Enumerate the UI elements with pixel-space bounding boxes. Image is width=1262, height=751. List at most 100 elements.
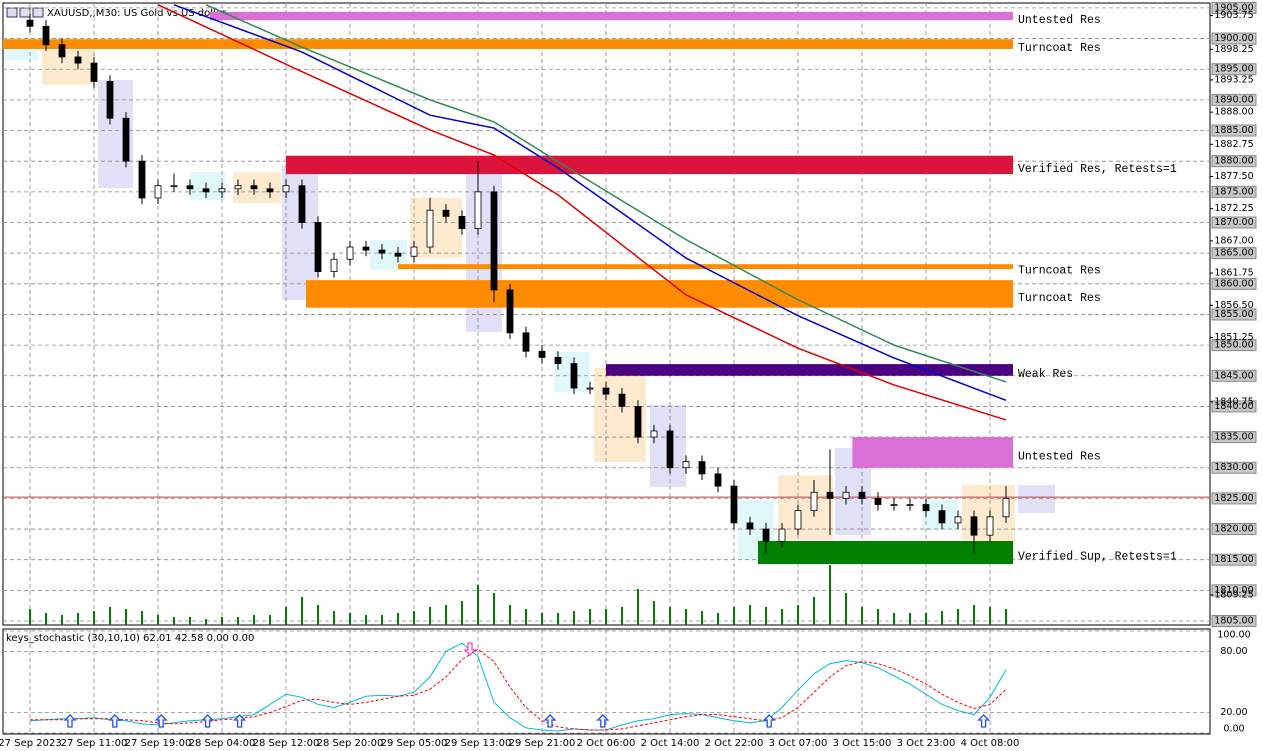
price-label-box xyxy=(1211,277,1257,290)
price-label-box xyxy=(1211,185,1257,198)
volume-bar xyxy=(941,611,943,625)
candle-body xyxy=(730,485,738,524)
volume-bar xyxy=(141,611,143,625)
candle-body xyxy=(170,185,178,188)
candle-body xyxy=(458,215,466,230)
volume-bar xyxy=(589,609,591,625)
volume-bar xyxy=(109,607,111,625)
price-label-box xyxy=(1211,124,1257,137)
y-tick-label: 1820.00 xyxy=(1214,524,1253,535)
candle-body xyxy=(842,491,850,499)
y-tick-label: 1815.00 xyxy=(1214,554,1253,565)
volume-bar xyxy=(797,605,799,625)
y-tick-label: 1888.00 xyxy=(1214,107,1253,118)
volume-bar xyxy=(29,609,31,625)
y-tick-label: 1856.50 xyxy=(1214,300,1253,311)
volume-bar xyxy=(541,613,543,625)
candle-body xyxy=(106,81,114,119)
y-tick-label: 1905.00 xyxy=(1214,2,1253,13)
osc-tick-label: 20.00 xyxy=(1220,707,1247,718)
x-tick-label: 27 Sep 11:00 xyxy=(61,738,128,749)
moving-average xyxy=(205,4,1007,383)
y-tick-label: 1835.00 xyxy=(1214,432,1253,443)
price-label-box xyxy=(1211,216,1257,229)
candle-body xyxy=(474,191,482,230)
osc-tick-label: 100.00 xyxy=(1217,630,1250,641)
zone xyxy=(306,280,1013,308)
candle-body xyxy=(346,246,354,260)
oscillator-line xyxy=(29,642,1007,732)
volume-bar xyxy=(909,613,911,625)
volume-bar xyxy=(845,593,847,625)
volume-bar xyxy=(237,617,239,625)
candle-body xyxy=(122,117,130,162)
volume-bar xyxy=(45,613,47,625)
candle-body xyxy=(858,491,866,499)
buy-arrow xyxy=(977,714,991,728)
buy-arrow xyxy=(543,714,557,728)
volume-bar xyxy=(557,613,559,625)
zone-label: Verified Sup, Retests=1 xyxy=(1018,551,1177,564)
candle-body xyxy=(314,222,322,272)
candle-body xyxy=(602,387,610,395)
candle-body xyxy=(250,185,258,190)
price-label-box xyxy=(1211,369,1257,382)
candle-body xyxy=(202,188,210,193)
candle-body xyxy=(394,252,402,257)
candle-body xyxy=(778,528,786,542)
x-tick-label: 3 Oct 07:00 xyxy=(769,738,828,749)
candle-body xyxy=(330,258,338,272)
candle-body xyxy=(906,504,914,506)
candle-body xyxy=(954,516,962,524)
volume-bar xyxy=(893,613,895,625)
oscillator-title: keys_stochastic (30,10,10) 62.01 42.58 0… xyxy=(6,633,254,644)
candle-body xyxy=(378,249,386,254)
volume-bar xyxy=(173,617,175,625)
candle-body xyxy=(634,406,642,438)
volume-bar xyxy=(493,593,495,625)
volume-bar xyxy=(317,605,319,625)
volume-bar xyxy=(733,607,735,625)
y-tick-label: 1903.75 xyxy=(1214,10,1253,21)
y-tick-label: 1810.00 xyxy=(1214,585,1253,596)
candle-body xyxy=(90,62,98,82)
x-tick-label: 27 Sep 19:00 xyxy=(125,738,192,749)
candle-body xyxy=(282,185,290,193)
buy-arrow xyxy=(233,714,247,728)
candle-body xyxy=(970,516,978,536)
volume-bar xyxy=(877,609,879,625)
moving-average xyxy=(157,4,1007,421)
volume-bar xyxy=(989,607,991,625)
candle-body xyxy=(426,209,434,248)
buy-arrow xyxy=(108,714,122,728)
y-tick-label: 1860.00 xyxy=(1214,278,1253,289)
zone xyxy=(3,39,1013,49)
volume-bar xyxy=(701,611,703,625)
y-tick-label: 1855.00 xyxy=(1214,309,1253,320)
oscillator-line xyxy=(30,648,1007,731)
candle-body xyxy=(746,522,754,530)
y-tick-label: 1825.00 xyxy=(1214,493,1253,504)
volume-bar xyxy=(221,617,223,625)
zone-label: Turncoat Res xyxy=(1018,292,1101,305)
y-tick-label: 1900.00 xyxy=(1214,33,1253,44)
volume-bar xyxy=(477,585,479,625)
volume-bar xyxy=(957,609,959,625)
price-label-box xyxy=(1211,492,1257,505)
candle-body xyxy=(410,246,418,257)
y-tick-label: 1805.00 xyxy=(1214,616,1253,627)
osc-tick-label: 0.00 xyxy=(1223,724,1244,735)
price-label-box xyxy=(1211,247,1257,260)
candle-body xyxy=(682,461,690,469)
candle-body xyxy=(810,491,818,512)
x-tick-label: 4 Oct 08:00 xyxy=(961,738,1020,749)
candle-body xyxy=(442,209,450,217)
candle-body xyxy=(58,44,66,58)
y-tick-label: 1893.25 xyxy=(1214,74,1253,85)
x-tick-label: 2 Oct 14:00 xyxy=(641,738,700,749)
volume-bar xyxy=(829,565,831,625)
volume-bar xyxy=(669,607,671,625)
zone xyxy=(758,541,1013,564)
buy-arrow xyxy=(762,714,776,728)
